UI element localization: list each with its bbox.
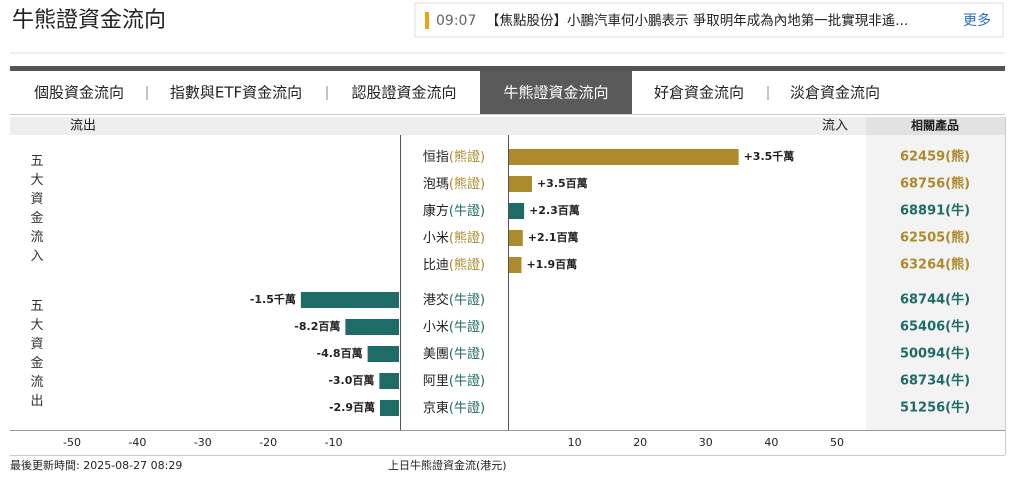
category-label: 康方(牛證) <box>423 203 485 219</box>
category-label: 小米(牛證) <box>423 319 485 335</box>
category-label: 美團(牛證) <box>423 346 485 362</box>
product-column <box>866 135 1005 430</box>
category-label: 港交(牛證) <box>423 292 485 308</box>
outflow-label: 流出 <box>70 119 96 134</box>
category-label: 小米(熊證) <box>423 230 485 246</box>
bar <box>509 149 739 165</box>
category-name: 美團 <box>423 347 449 362</box>
category-label: 阿里(牛證) <box>423 373 485 389</box>
category-label: 泡瑪(熊證) <box>423 176 485 192</box>
x-tick-label: 20 <box>633 436 647 449</box>
product[interactable]: 51256(牛) <box>900 400 970 416</box>
category-label: 京東(牛證) <box>423 400 485 416</box>
bar <box>300 292 399 308</box>
category-name: 小米 <box>423 320 449 335</box>
category-label: 恒指(熊證) <box>423 149 485 165</box>
product[interactable]: 68744(牛) <box>900 292 970 308</box>
category-kind: (熊證) <box>449 257 485 273</box>
tab[interactable]: 淡倉資金流向 <box>790 84 880 102</box>
x-tick-label: -40 <box>128 436 146 449</box>
x-tick-label: 50 <box>830 436 844 449</box>
news-more[interactable]: 更多 <box>963 12 991 29</box>
bar <box>367 346 399 362</box>
bar <box>509 203 525 219</box>
category-name: 泡瑪 <box>423 177 449 192</box>
category-name: 阿里 <box>423 374 449 389</box>
news-time: 09:07 <box>436 13 476 29</box>
category-name: 恒指 <box>423 150 449 165</box>
value-label: +2.1百萬 <box>528 230 579 244</box>
category-name: 康方 <box>423 203 449 219</box>
footer-updated: 最後更新時間: 2025-08-27 08:29 <box>10 458 182 472</box>
x-tick-label: 40 <box>764 436 778 449</box>
bar <box>509 230 523 246</box>
category-kind: (牛證) <box>449 203 485 219</box>
category-name: 小米 <box>423 231 449 246</box>
bar <box>509 257 522 273</box>
tab[interactable]: 認股證資金流向 <box>351 84 456 102</box>
product[interactable]: 62505(熊) <box>900 230 970 246</box>
tab-active-bg <box>480 71 632 114</box>
product[interactable]: 68891(牛) <box>900 203 970 219</box>
inflow-label: 流入 <box>822 119 848 134</box>
category-kind: (牛證) <box>449 373 485 389</box>
tab[interactable]: 指數與ETF資金流向 <box>170 84 302 102</box>
product[interactable]: 62459(熊) <box>900 149 970 165</box>
value-label: -4.8百萬 <box>317 346 363 360</box>
footer-note: 上日牛熊證資金流(港元) <box>388 458 507 472</box>
x-tick-label: 30 <box>699 436 713 449</box>
tab[interactable]: 個股資金流向 <box>34 84 124 102</box>
category-label: 比迪(熊證) <box>423 257 485 273</box>
category-kind: (熊證) <box>449 230 485 246</box>
news-text[interactable]: 【焦點股份】小鵬汽車何小鵬表示 爭取明年成為內地第一批實現非遙... <box>486 12 908 29</box>
x-tick-label: -10 <box>325 436 343 449</box>
bar <box>509 176 532 192</box>
table-header <box>10 117 1005 135</box>
x-tick-label: -20 <box>259 436 277 449</box>
category-kind: (熊證) <box>449 149 485 165</box>
product-header-bg <box>866 117 1005 135</box>
x-tick-label: 10 <box>568 436 582 449</box>
category-kind: (牛證) <box>449 319 485 335</box>
category-kind: (牛證) <box>449 292 485 308</box>
value-label: -3.0百萬 <box>328 373 374 387</box>
group-label: 五大資金流出 <box>30 299 44 409</box>
bar <box>380 400 399 416</box>
value-label: +3.5千萬 <box>744 149 795 163</box>
product[interactable]: 50094(牛) <box>900 346 970 362</box>
value-label: +2.3百萬 <box>529 203 580 217</box>
page-title: 牛熊證資金流向 <box>12 8 166 33</box>
tab[interactable]: 牛熊證資金流向 <box>503 84 608 102</box>
value-label: -8.2百萬 <box>294 319 340 333</box>
group-label: 五大資金流入 <box>30 154 44 264</box>
value-label: -1.5千萬 <box>250 292 296 306</box>
tab[interactable]: 好倉資金流向 <box>654 84 744 102</box>
category-kind: (牛證) <box>449 400 485 416</box>
category-name: 港交 <box>423 292 449 308</box>
news-marker <box>425 12 429 29</box>
news-box[interactable] <box>414 2 1004 38</box>
category-kind: (熊證) <box>449 176 485 192</box>
x-tick-label: -50 <box>63 436 81 449</box>
product[interactable]: 63264(熊) <box>900 257 970 273</box>
category-name: 比迪 <box>423 258 449 273</box>
value-label: +3.5百萬 <box>537 176 588 190</box>
product-header: 相關產品 <box>911 118 959 133</box>
x-tick-label: -30 <box>194 436 212 449</box>
value-label: +1.9百萬 <box>526 257 577 271</box>
category-kind: (牛證) <box>449 346 485 362</box>
tab-bar-top <box>10 66 1005 71</box>
category-name: 京東 <box>423 400 449 416</box>
product[interactable]: 68756(熊) <box>900 176 970 192</box>
product[interactable]: 68734(牛) <box>900 373 970 389</box>
product[interactable]: 65406(牛) <box>900 319 970 335</box>
bar <box>345 319 399 335</box>
value-label: -2.9百萬 <box>329 400 375 414</box>
bar <box>379 373 399 389</box>
